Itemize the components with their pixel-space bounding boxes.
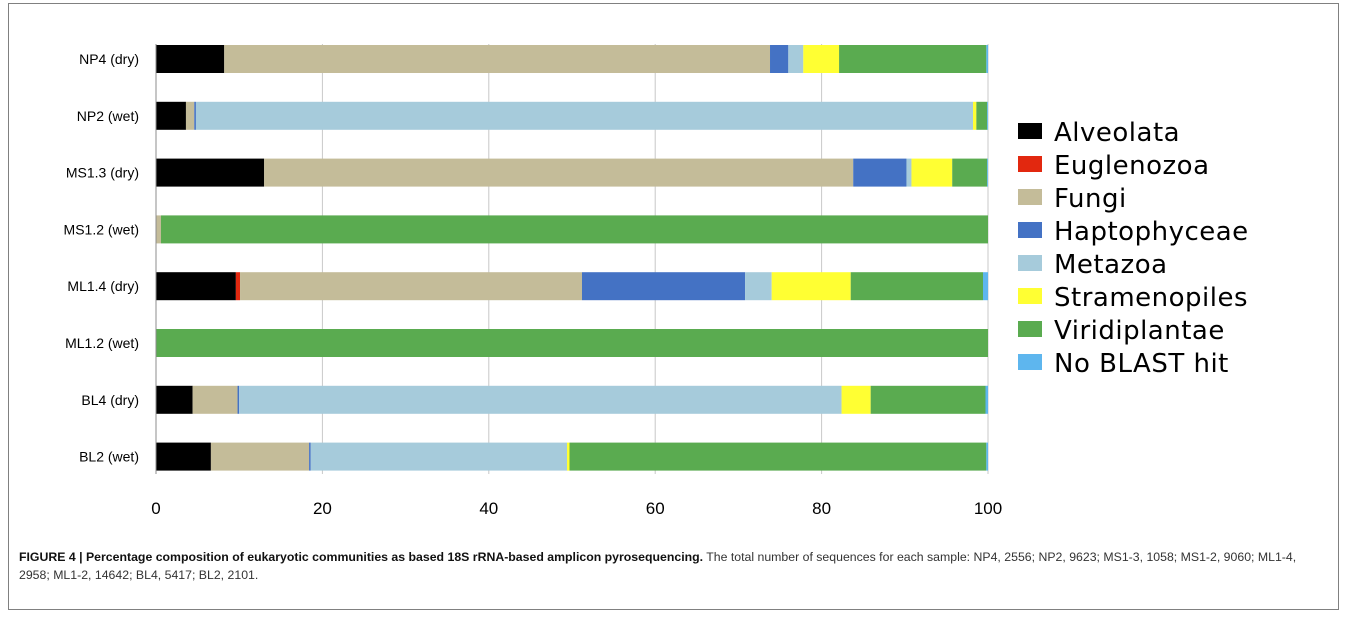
bar-ms1-3-dry-alveolata xyxy=(156,158,265,187)
category-label: MS1.3 (dry) xyxy=(66,165,139,181)
bar-np2-wet-stramenopiles xyxy=(973,101,977,130)
bar-np2-wet-metazoa xyxy=(195,101,974,130)
stacked-bar-chart: NP4 (dry) NP2 (wet) MS1.3 (dry) MS1.2 (wet)… xyxy=(64,44,1249,518)
bar-bl4-dry-viridiplantae xyxy=(870,385,986,414)
legend-label-no-blast-hit: No BLAST hit xyxy=(1054,349,1229,379)
x-tick-label: 20 xyxy=(313,499,332,518)
category-label: ML1.2 (wet) xyxy=(65,335,139,351)
legend-swatch-haptophyceae xyxy=(1018,222,1042,238)
bar-bl4-dry-alveolata xyxy=(156,385,193,414)
category-label: NP2 (wet) xyxy=(77,108,139,124)
bar-ms1-3-dry-stramenopiles xyxy=(911,158,953,187)
legend-label-stramenopiles: Stramenopiles xyxy=(1054,283,1248,313)
category-label: BL4 (dry) xyxy=(81,392,139,408)
bar-np4-dry-viridiplantae xyxy=(839,45,987,73)
bars-layer xyxy=(156,45,988,471)
bar-np4-dry-alveolata xyxy=(156,45,225,73)
legend-label-haptophyceae: Haptophyceae xyxy=(1054,217,1249,247)
bar-np4-dry-haptophyceae xyxy=(770,45,789,73)
legend-swatch-metazoa xyxy=(1018,255,1042,271)
caption-body: The total number of sequences for each s… xyxy=(19,550,1297,582)
bar-np2-wet-haptophyceae xyxy=(194,101,196,130)
x-tick-label: 80 xyxy=(812,499,831,518)
bar-ml1-4-dry-euglenozoa xyxy=(235,272,241,301)
bar-np4-dry-no-blast-hit xyxy=(986,45,988,73)
bar-np2-wet-viridiplantae xyxy=(976,101,988,130)
x-tick-labels: 0 20 40 60 80 100 xyxy=(151,499,1002,518)
category-label: BL2 (wet) xyxy=(79,449,139,465)
bar-bl2-wet-metazoa xyxy=(310,442,568,471)
legend-swatch-euglenozoa xyxy=(1018,156,1042,172)
legend-swatch-no-blast-hit xyxy=(1018,354,1042,370)
bar-bl2-wet-stramenopiles xyxy=(567,442,570,471)
bar-ms1-3-dry-no-blast-hit xyxy=(987,158,988,187)
bar-ms1-3-dry-fungi xyxy=(264,158,854,187)
x-tick-label: 40 xyxy=(479,499,498,518)
bar-ms1-3-dry-metazoa xyxy=(906,158,912,187)
bar-bl4-dry-stramenopiles xyxy=(841,385,871,414)
x-tick-label: 60 xyxy=(646,499,665,518)
bar-ms1-3-dry-viridiplantae xyxy=(952,158,988,187)
bar-ms1-2-wet-fungi xyxy=(156,215,161,244)
legend-label-fungi: Fungi xyxy=(1054,184,1127,214)
bar-bl4-dry-fungi xyxy=(192,385,238,414)
legend-swatch-fungi xyxy=(1018,189,1042,205)
category-label: ML1.4 (dry) xyxy=(67,278,139,294)
bar-bl4-dry-haptophyceae xyxy=(237,385,240,414)
category-label: MS1.2 (wet) xyxy=(64,221,139,237)
bar-np4-dry-stramenopiles xyxy=(803,45,840,73)
bar-bl2-wet-alveolata xyxy=(156,442,211,471)
bar-np2-wet-no-blast-hit xyxy=(987,101,988,130)
bar-np4-dry-metazoa xyxy=(788,45,804,73)
bar-ml1-2-wet-viridiplantae xyxy=(156,329,988,357)
category-label: NP4 (dry) xyxy=(79,51,139,67)
legend-swatch-stramenopiles xyxy=(1018,288,1042,304)
legend: AlveolataEuglenozoaFungiHaptophyceaeMeta… xyxy=(1018,118,1249,379)
legend-swatch-alveolata xyxy=(1018,123,1042,139)
bar-bl4-dry-metazoa xyxy=(239,385,842,414)
bar-bl2-wet-viridiplantae xyxy=(569,442,987,471)
bar-ms1-2-wet-viridiplantae xyxy=(160,215,988,244)
bar-ml1-4-dry-haptophyceae xyxy=(581,272,746,301)
bar-ml1-4-dry-stramenopiles xyxy=(771,272,851,301)
bar-ml1-4-dry-alveolata xyxy=(156,272,236,301)
x-tick-label: 100 xyxy=(974,499,1002,518)
bar-bl2-wet-no-blast-hit xyxy=(986,442,988,471)
caption-title: FIGURE 4 | Percentage composition of euk… xyxy=(19,550,704,564)
category-labels: NP4 (dry) NP2 (wet) MS1.3 (dry) MS1.2 (wet)… xyxy=(64,51,139,465)
bar-ml1-4-dry-no-blast-hit xyxy=(983,272,988,301)
bar-bl2-wet-fungi xyxy=(210,442,310,471)
legend-label-euglenozoa: Euglenozoa xyxy=(1054,151,1210,181)
legend-label-viridiplantae: Viridiplantae xyxy=(1054,316,1225,346)
bar-ms1-3-dry-haptophyceae xyxy=(853,158,907,187)
bar-ml1-4-dry-metazoa xyxy=(745,272,772,301)
legend-label-alveolata: Alveolata xyxy=(1054,118,1180,148)
legend-swatch-viridiplantae xyxy=(1018,321,1042,337)
bar-ml1-4-dry-fungi xyxy=(240,272,582,301)
bar-np2-wet-alveolata xyxy=(156,101,186,130)
bar-np2-wet-fungi xyxy=(185,101,195,130)
bar-ml1-4-dry-viridiplantae xyxy=(850,272,984,301)
bar-bl4-dry-no-blast-hit xyxy=(985,385,988,414)
x-tick-label: 0 xyxy=(151,499,160,518)
bar-np4-dry-fungi xyxy=(224,45,771,73)
bar-bl2-wet-haptophyceae xyxy=(309,442,311,471)
figure-caption: FIGURE 4 | Percentage composition of euk… xyxy=(19,548,1319,584)
legend-label-metazoa: Metazoa xyxy=(1054,250,1168,280)
